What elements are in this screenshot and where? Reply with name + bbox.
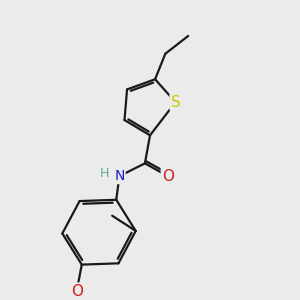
Text: H: H <box>99 167 109 180</box>
Text: N: N <box>114 169 124 183</box>
Text: O: O <box>71 284 83 298</box>
Text: O: O <box>162 169 174 184</box>
Text: S: S <box>171 95 180 110</box>
